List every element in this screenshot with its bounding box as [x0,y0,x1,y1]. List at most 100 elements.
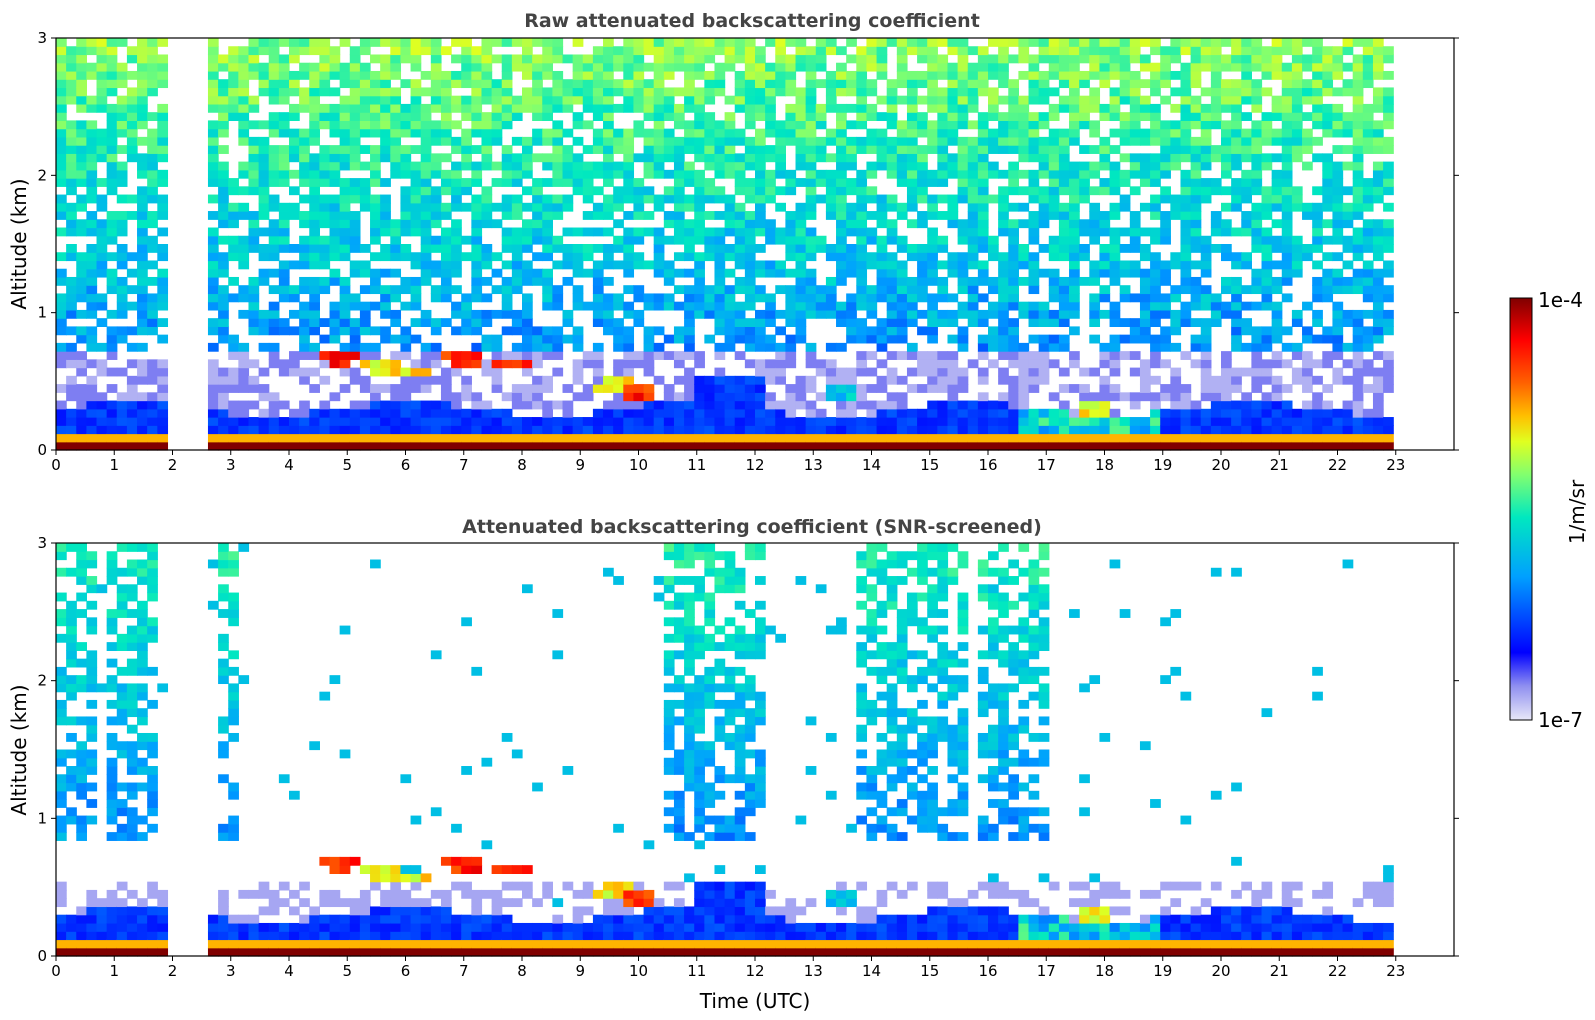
heatmap-cell [319,318,331,327]
heatmap-cell [207,400,219,410]
heatmap-cell [522,153,533,163]
heatmap-cell [876,70,888,80]
heatmap-cell [1383,367,1394,377]
heatmap-cell [633,227,645,237]
heatmap-cell [56,815,67,825]
heatmap-cell [825,79,837,89]
heatmap-cell [1251,38,1263,47]
heatmap-cell [1119,153,1131,163]
heatmap-cell [896,433,908,443]
heatmap-cell [461,293,472,303]
heatmap-cell [76,823,87,833]
heatmap-cell [1231,153,1242,163]
heatmap-cell [1383,161,1394,171]
heatmap-cell [1383,186,1394,196]
heatmap-cell [1291,260,1303,270]
heatmap-cell [157,194,169,204]
heatmap-cell [1058,186,1070,196]
heatmap-cell [765,103,776,113]
heatmap-cell [309,260,320,270]
heatmap-cell [1190,54,1202,64]
heatmap-cell [309,186,320,196]
heatmap-cell [106,145,118,154]
heatmap-cell [836,400,847,410]
heatmap-cell [1008,219,1019,229]
heatmap-cell [734,318,746,327]
heatmap-cell [157,285,169,295]
heatmap-cell [76,161,87,171]
heatmap-cell [86,732,98,742]
heatmap-cell [400,384,412,393]
heatmap-cell [420,342,432,352]
heatmap-cell [370,367,381,377]
heatmap-cell [248,120,260,130]
heatmap-cell [147,169,158,179]
heatmap-cell [1139,318,1151,327]
heatmap-cell [815,194,827,204]
heatmap-cell [1261,433,1273,443]
heatmap-cell [947,334,959,344]
heatmap-cell [1160,153,1171,163]
heatmap-cell [1322,194,1334,204]
heatmap-cell [86,178,98,187]
heatmap-cell [532,194,543,204]
heatmap-cell [1079,186,1090,196]
heatmap-cell [430,46,442,56]
heatmap-cell [400,54,412,64]
heatmap-cell [927,70,938,80]
heatmap-cell [1372,244,1384,253]
heatmap-cell [1332,301,1344,311]
heatmap-cell [451,400,462,410]
heatmap-cell [329,112,341,121]
heatmap-cell [714,79,726,89]
raw-backscatter-panel: Raw attenuated backscattering coefficien… [7,10,1459,474]
heatmap-cell [390,318,402,327]
heatmap-cell [76,367,87,377]
heatmap-cell [1291,54,1303,64]
heatmap-cell [420,161,432,171]
heatmap-cell [1089,219,1101,229]
heatmap-cell [258,211,270,220]
heatmap-cell [410,103,422,113]
heatmap-cell [552,145,564,154]
heatmap-cell [775,417,786,426]
heatmap-cell [481,293,493,303]
heatmap-cell [319,79,331,89]
heatmap-cell [481,425,493,435]
heatmap-cell [917,441,928,451]
heatmap-cell [228,252,239,262]
heatmap-cell [1271,400,1283,410]
heatmap-cell [410,169,422,179]
heatmap-cell [86,675,98,685]
heatmap-cell [1150,79,1161,89]
heatmap-cell [116,79,128,89]
heatmap-cell [86,425,98,435]
heatmap-cell [1271,219,1283,229]
heatmap-cell [836,112,847,121]
heatmap-cell [137,301,148,311]
heatmap-cell [542,425,553,435]
heatmap-cell [56,425,67,435]
heatmap-cell [633,351,645,360]
heatmap-cell [451,70,462,80]
heatmap-cell [76,392,87,402]
heatmap-cell [106,832,118,841]
heatmap-cell [795,219,807,229]
heatmap-cell [359,425,371,435]
heatmap-cell [825,38,837,47]
heatmap-cell [339,384,351,393]
heatmap-cell [258,342,270,352]
heatmap-cell [126,70,138,80]
heatmap-cell [1251,227,1263,237]
heatmap-cell [76,268,87,278]
heatmap-cell [785,169,797,179]
heatmap-cell [1352,112,1364,121]
heatmap-cell [734,244,746,253]
heatmap-cell [76,285,87,295]
heatmap-cell [714,285,726,295]
heatmap-cell [86,359,98,369]
heatmap-cell [1271,128,1283,138]
heatmap-cell [1372,309,1384,319]
heatmap-cell [319,46,331,56]
heatmap-cell [1038,169,1050,179]
